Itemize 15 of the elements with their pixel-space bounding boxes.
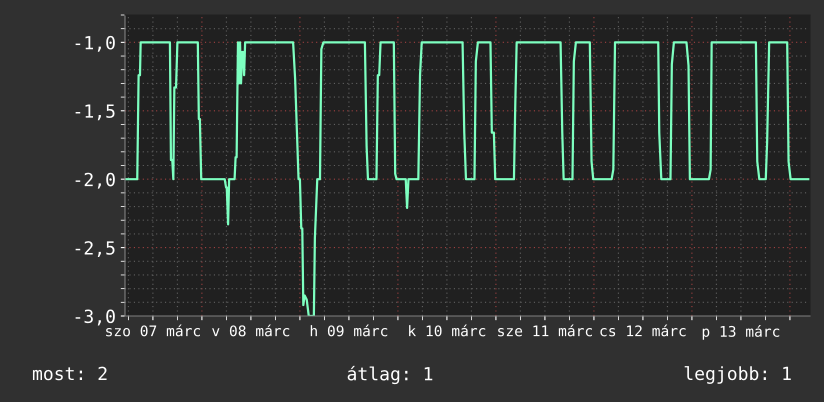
x-tick-label: cs 12 márc bbox=[600, 324, 686, 336]
x-tick-label: v 08 márc bbox=[212, 324, 290, 336]
text: legjobb: 1 bbox=[684, 366, 791, 384]
y-tick-label: -1,0 bbox=[76, 36, 115, 52]
x-tick-label: szo 07 márc bbox=[106, 324, 200, 336]
y-tick-label: -2,0 bbox=[76, 172, 115, 189]
text: átlag: 1 bbox=[348, 366, 432, 384]
x-tick-label: p 13 márc bbox=[702, 325, 780, 340]
x-tick-label: sze 11 márc bbox=[498, 324, 592, 336]
y-tick-label: -2,5 bbox=[76, 241, 115, 258]
x-tick-label: k 10 márc bbox=[409, 324, 486, 336]
x-tick-label: h 09 márc bbox=[310, 324, 388, 336]
y-tick-label: -1,5 bbox=[76, 104, 115, 120]
y-tick-label: -3,0 bbox=[76, 310, 115, 326]
text: most: 2 bbox=[32, 366, 107, 380]
